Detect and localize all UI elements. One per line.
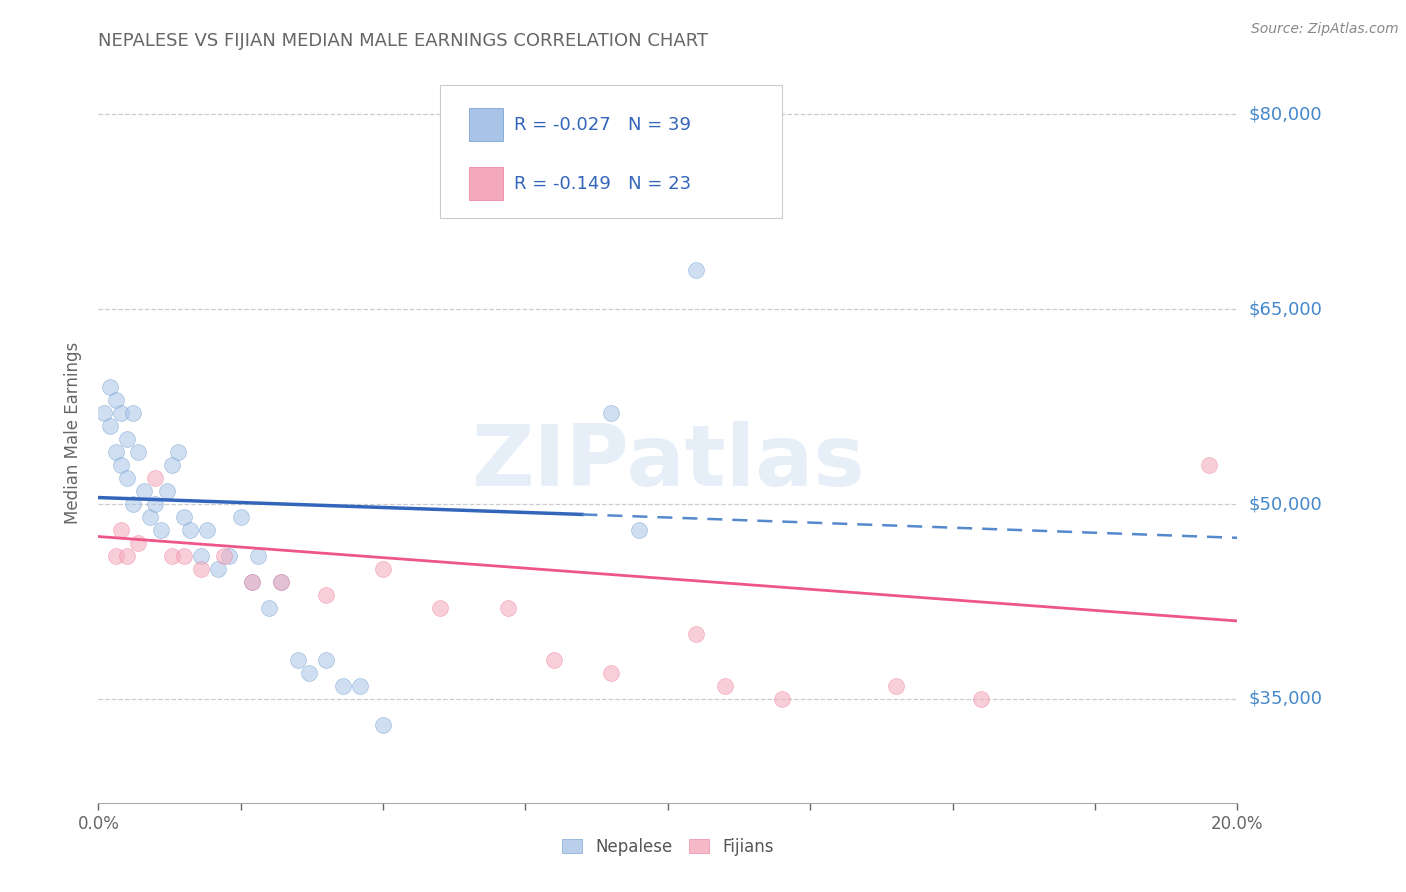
Point <box>543 653 565 667</box>
FancyBboxPatch shape <box>440 85 782 218</box>
Point <box>770 692 793 706</box>
Point <box>115 549 138 563</box>
Point <box>162 549 184 563</box>
Point <box>207 562 229 576</box>
Point <box>150 523 173 537</box>
Point <box>498 601 520 615</box>
Point <box>240 574 263 589</box>
Point <box>600 665 623 680</box>
Point <box>127 536 149 550</box>
Point <box>373 718 395 732</box>
Point <box>179 523 201 537</box>
Text: NEPALESE VS FIJIAN MEDIAN MALE EARNINGS CORRELATION CHART: NEPALESE VS FIJIAN MEDIAN MALE EARNINGS … <box>98 32 709 50</box>
Point <box>173 549 195 563</box>
Point <box>429 601 451 615</box>
Point <box>145 471 167 485</box>
Point <box>127 445 149 459</box>
Point <box>162 458 184 472</box>
Point <box>628 523 651 537</box>
Point <box>167 445 190 459</box>
Point <box>970 692 993 706</box>
Point <box>121 406 143 420</box>
Point <box>121 497 143 511</box>
Point <box>373 562 395 576</box>
Point <box>110 406 132 420</box>
Point <box>218 549 240 563</box>
Point <box>685 263 707 277</box>
Text: $35,000: $35,000 <box>1249 690 1323 708</box>
Point <box>132 484 155 499</box>
Point <box>884 679 907 693</box>
Point <box>246 549 269 563</box>
Point <box>315 588 337 602</box>
Point <box>98 380 121 394</box>
Point <box>110 523 132 537</box>
Point <box>195 523 218 537</box>
Point <box>145 497 167 511</box>
Point <box>714 679 737 693</box>
Point <box>298 665 321 680</box>
Point <box>229 510 252 524</box>
Point <box>104 393 127 408</box>
Point <box>93 406 115 420</box>
Point <box>104 549 127 563</box>
Point <box>173 510 195 524</box>
Point <box>332 679 354 693</box>
Point <box>685 627 707 641</box>
Text: $65,000: $65,000 <box>1249 301 1322 318</box>
Text: R = -0.027   N = 39: R = -0.027 N = 39 <box>515 116 692 134</box>
Point <box>600 406 623 420</box>
Legend: Nepalese, Fijians: Nepalese, Fijians <box>557 833 779 861</box>
Point <box>98 419 121 434</box>
Text: $80,000: $80,000 <box>1249 105 1322 123</box>
Point <box>270 574 292 589</box>
Text: Source: ZipAtlas.com: Source: ZipAtlas.com <box>1251 22 1399 37</box>
Point <box>115 432 138 446</box>
Text: $50,000: $50,000 <box>1249 495 1322 513</box>
Point <box>1198 458 1220 472</box>
Point <box>270 574 292 589</box>
FancyBboxPatch shape <box>468 167 503 201</box>
Text: R = -0.149   N = 23: R = -0.149 N = 23 <box>515 175 692 193</box>
Point <box>138 510 160 524</box>
Point <box>349 679 371 693</box>
Point <box>156 484 179 499</box>
Point <box>240 574 263 589</box>
Point <box>190 562 212 576</box>
Point <box>212 549 235 563</box>
Text: ZIPatlas: ZIPatlas <box>471 421 865 504</box>
FancyBboxPatch shape <box>468 108 503 141</box>
Y-axis label: Median Male Earnings: Median Male Earnings <box>63 342 82 524</box>
Point <box>190 549 212 563</box>
Point <box>259 601 281 615</box>
Point <box>315 653 337 667</box>
Point <box>115 471 138 485</box>
Point <box>287 653 309 667</box>
Point <box>104 445 127 459</box>
Point <box>110 458 132 472</box>
